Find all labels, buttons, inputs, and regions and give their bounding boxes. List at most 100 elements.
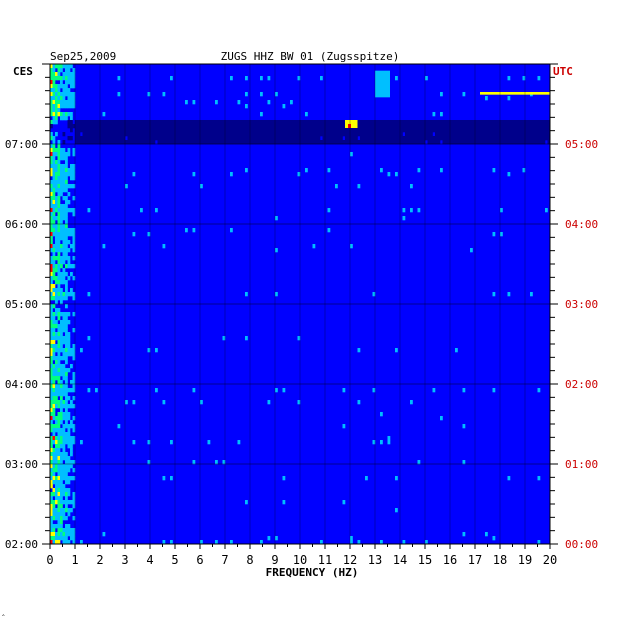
heatmap-cell <box>70 76 73 81</box>
heatmap-cell <box>335 128 338 133</box>
heatmap-cell <box>65 476 68 481</box>
heatmap-cell <box>257 120 261 125</box>
right-time-label: 05:00 <box>565 138 598 151</box>
heatmap-cell <box>57 364 61 369</box>
heatmap-cell <box>57 168 61 173</box>
heatmap-cell <box>297 120 301 125</box>
heatmap-cell <box>382 132 386 137</box>
heatmap-cell <box>65 172 68 177</box>
heatmap-cell <box>97 120 101 125</box>
heatmap-cell <box>72 476 76 481</box>
heatmap-cell <box>117 140 121 145</box>
heatmap-cell <box>307 136 311 141</box>
heatmap-cell <box>52 244 56 249</box>
heatmap-cell <box>145 140 148 145</box>
heatmap-cell <box>62 112 66 117</box>
heatmap-cell <box>227 128 231 133</box>
heatmap-cell <box>475 132 478 137</box>
heatmap-cell <box>397 136 401 141</box>
heatmap-cell <box>145 120 148 125</box>
heatmap-cell <box>182 136 186 141</box>
heatmap-cell <box>60 388 63 393</box>
heatmap-cell <box>162 476 166 481</box>
heatmap-cell <box>525 120 528 125</box>
heatmap-cell <box>162 120 166 125</box>
heatmap-cell <box>305 132 308 137</box>
heatmap-cell <box>65 104 68 109</box>
heatmap-cell <box>507 76 511 81</box>
heatmap-cell <box>62 440 66 445</box>
heatmap-cell <box>55 292 58 297</box>
heatmap-cell <box>435 120 438 125</box>
heatmap-cell <box>65 388 68 393</box>
heatmap-cell <box>52 492 56 497</box>
heatmap-cell <box>65 356 68 361</box>
heatmap-cell <box>247 128 251 133</box>
heatmap-cell <box>92 132 96 137</box>
heatmap-cell <box>80 348 83 353</box>
heatmap-cell <box>520 140 523 145</box>
heatmap-cell <box>72 228 76 233</box>
heatmap-cell <box>285 120 288 125</box>
heatmap-cell <box>292 120 296 125</box>
heatmap-cell <box>392 120 396 125</box>
heatmap-cell <box>205 136 208 141</box>
heatmap-cell <box>70 272 73 277</box>
heatmap-cell <box>55 400 58 405</box>
heatmap-cell <box>62 324 66 329</box>
heatmap-cell <box>307 120 311 125</box>
heatmap-cell <box>472 136 476 141</box>
heatmap-cell <box>202 136 206 141</box>
heatmap-cell <box>55 444 58 449</box>
heatmap-cell <box>65 252 68 257</box>
heatmap-cell <box>105 140 108 145</box>
heatmap-cell <box>292 140 296 145</box>
heatmap-cell <box>72 148 76 153</box>
heatmap-cell <box>275 128 278 133</box>
heatmap-cell <box>52 120 56 125</box>
heatmap-cell <box>67 528 71 533</box>
heatmap-cell <box>520 124 523 129</box>
heatmap-cell <box>182 140 186 145</box>
heatmap-cell <box>65 440 68 445</box>
heatmap-cell <box>65 152 68 157</box>
heatmap-cell <box>117 124 121 129</box>
x-tick-label: 9 <box>271 553 278 567</box>
heatmap-cell <box>165 132 168 137</box>
heatmap-cell <box>162 400 166 405</box>
heatmap-cell <box>105 124 108 129</box>
heatmap-cell <box>477 140 481 145</box>
heatmap-cell <box>410 140 413 145</box>
heatmap-cell <box>55 296 58 301</box>
heatmap-cell <box>237 136 241 141</box>
heatmap-cell <box>130 136 133 141</box>
heatmap-cell <box>160 124 163 129</box>
heatmap-cell <box>67 136 71 141</box>
heatmap-cell <box>52 220 56 225</box>
heatmap-cell <box>490 124 493 129</box>
heatmap-cell <box>472 124 476 129</box>
heatmap-cell <box>50 68 53 73</box>
heatmap-cell <box>242 140 246 145</box>
heatmap-cell <box>225 120 228 125</box>
heatmap-cell <box>52 324 56 329</box>
heatmap-cell <box>52 292 56 297</box>
heatmap-cell <box>57 376 61 381</box>
heatmap-cell <box>65 320 68 325</box>
heatmap-cell <box>162 128 166 133</box>
heatmap-cell <box>440 112 443 117</box>
heatmap-cell <box>67 432 71 437</box>
heatmap-cell <box>297 172 301 177</box>
heatmap-cell <box>67 112 71 117</box>
heatmap-cell <box>72 124 76 129</box>
heatmap-cell <box>72 184 76 189</box>
heatmap-cell <box>72 264 76 269</box>
heatmap-cell <box>462 132 466 137</box>
heatmap-cell <box>430 120 433 125</box>
heatmap-cell <box>52 408 56 413</box>
heatmap-cell <box>132 140 136 145</box>
heatmap-cell <box>315 136 318 141</box>
heatmap-cell <box>57 340 61 345</box>
heatmap-cell <box>62 540 66 545</box>
heatmap-cell <box>167 132 171 137</box>
